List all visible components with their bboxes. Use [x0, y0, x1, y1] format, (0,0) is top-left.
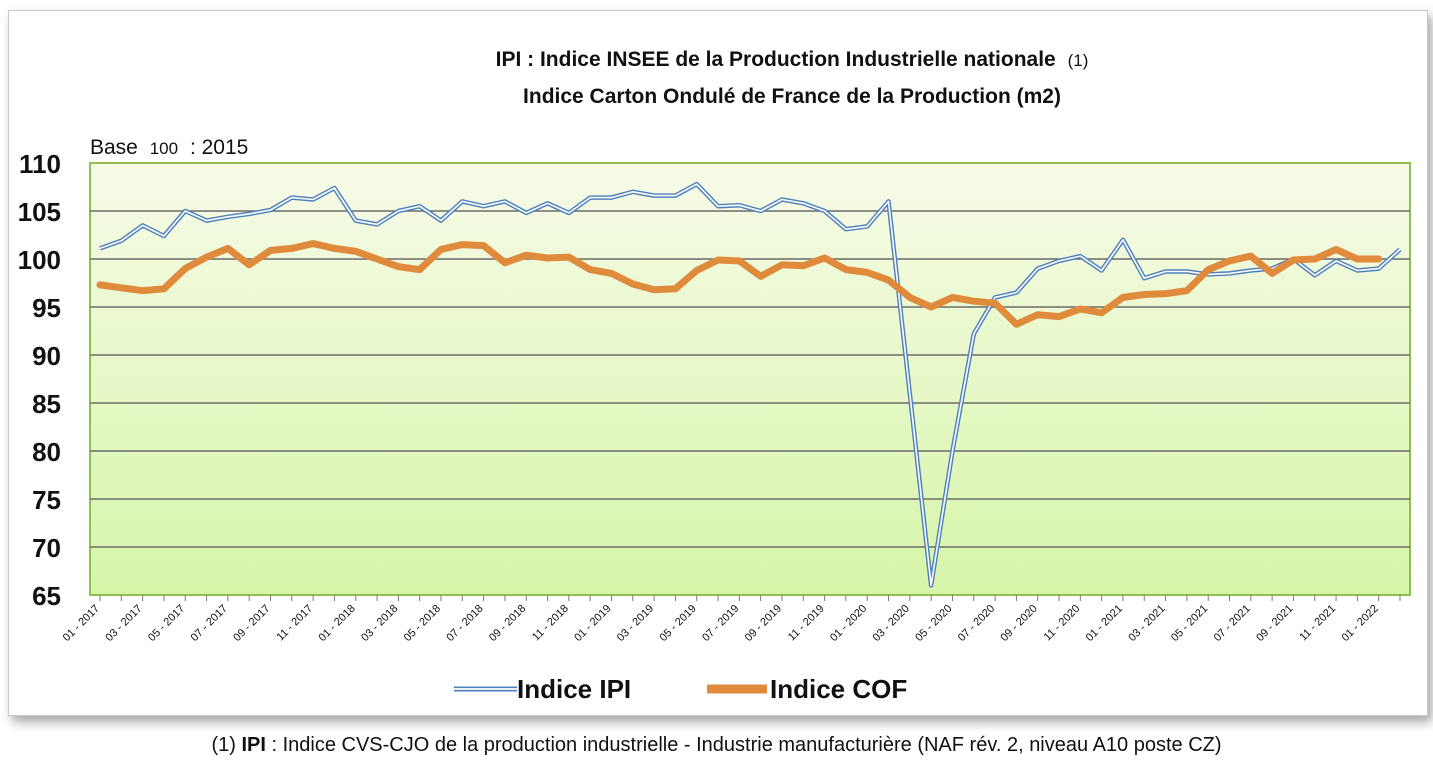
x-tick-label: 01 - 2018 — [317, 603, 358, 644]
x-tick-label: 01 - 2021 — [1084, 603, 1125, 644]
footnote-text: : Indice CVS-CJO de la production indust… — [265, 734, 1222, 756]
y-tick-label: 105 — [18, 197, 61, 227]
base-label-prefix: Base — [90, 136, 138, 159]
x-tick-label: 07 - 2021 — [1212, 603, 1253, 644]
chart-title-line2: Indice Carton Ondulé de France de la Pro… — [523, 85, 1061, 108]
legend-label-cof: Indice COF — [770, 674, 907, 704]
grid-lines — [90, 210, 1410, 548]
x-tick-label: 09 - 2021 — [1254, 603, 1295, 644]
x-tick-label: 11 - 2018 — [530, 603, 571, 644]
base-label: Base 100 : 2015 — [90, 136, 248, 159]
x-tick-label: 03 - 2018 — [359, 603, 400, 644]
chart-title-line1: IPI : Indice INSEE de la Production Indu… — [496, 48, 1089, 71]
y-axis: 110 105 100 95 90 85 80 75 70 65 — [18, 149, 61, 611]
x-tick-label: 11 - 2017 — [274, 603, 315, 644]
y-tick-label: 70 — [32, 533, 61, 563]
y-tick-label: 75 — [32, 485, 61, 515]
x-tick-label: 05 - 2019 — [657, 603, 698, 644]
footnote-bold: IPI — [241, 734, 266, 756]
series-cof — [96, 240, 1383, 328]
x-tick-label: 05 - 2017 — [146, 603, 187, 644]
x-tick-label: 07 - 2019 — [700, 603, 741, 644]
y-tick-label: 85 — [32, 389, 61, 419]
x-tick-label: 03 - 2019 — [615, 603, 656, 644]
y-tick-label: 110 — [19, 149, 61, 179]
chart-title-main: IPI : Indice INSEE de la Production Indu… — [496, 48, 1056, 71]
x-tick-label: 01 - 2017 — [61, 603, 102, 644]
plot-area — [89, 162, 1411, 596]
x-axis: 01 - 2017 03 - 2017 05 - 2017 07 - 2017 09 -… — [61, 595, 1401, 644]
series-layer — [96, 181, 1402, 588]
series-ipi-inner — [99, 183, 1401, 587]
x-tick-label: 05 - 2018 — [402, 603, 443, 644]
legend-label-ipi: Indice IPI — [517, 674, 631, 704]
x-tick-label: 03 - 2017 — [103, 603, 144, 644]
x-tick-label: 07 - 2018 — [444, 603, 485, 644]
x-tick-label: 11 - 2021 — [1297, 603, 1338, 644]
base-label-suffix: : 2015 — [190, 136, 248, 159]
x-tick-label: 01 - 2022 — [1339, 603, 1380, 644]
legend: Indice IPI Indice COF — [454, 674, 907, 704]
y-tick-label: 65 — [32, 581, 61, 611]
line-chart: IPI : Indice INSEE de la Production Indu… — [18, 48, 1411, 704]
x-tick-label: 09 - 2017 — [231, 603, 272, 644]
x-tick-label: 11 - 2019 — [786, 603, 827, 644]
base-label-num: 100 — [150, 139, 178, 158]
x-tick-label: 03 - 2021 — [1126, 603, 1167, 644]
x-tick-label: 05 - 2021 — [1169, 603, 1210, 644]
x-tick-label: 09 - 2020 — [998, 603, 1039, 644]
x-tick-label: 01 - 2020 — [828, 603, 869, 644]
x-tick-label: 01 - 2019 — [572, 603, 613, 644]
y-tick-label: 100 — [18, 245, 61, 275]
x-tick-label: 07 - 2017 — [189, 603, 230, 644]
y-tick-label: 95 — [32, 293, 61, 323]
footnote-prefix: (1) — [211, 734, 242, 756]
chart-frame: IPI : Indice INSEE de la Production Indu… — [8, 10, 1428, 716]
footnote: (1) IPI : Indice CVS-CJO de la productio… — [0, 734, 1433, 757]
x-tick-label: 09 - 2018 — [487, 603, 528, 644]
chart-title-note: (1) — [1068, 51, 1089, 70]
y-tick-label: 90 — [32, 341, 61, 371]
x-tick-label: 05 - 2020 — [913, 603, 954, 644]
x-tick-label: 11 - 2020 — [1042, 603, 1083, 644]
x-tick-label: 09 - 2019 — [743, 603, 784, 644]
x-tick-label: 07 - 2020 — [956, 603, 997, 644]
x-tick-label: 03 - 2020 — [871, 603, 912, 644]
y-tick-label: 80 — [32, 437, 61, 467]
